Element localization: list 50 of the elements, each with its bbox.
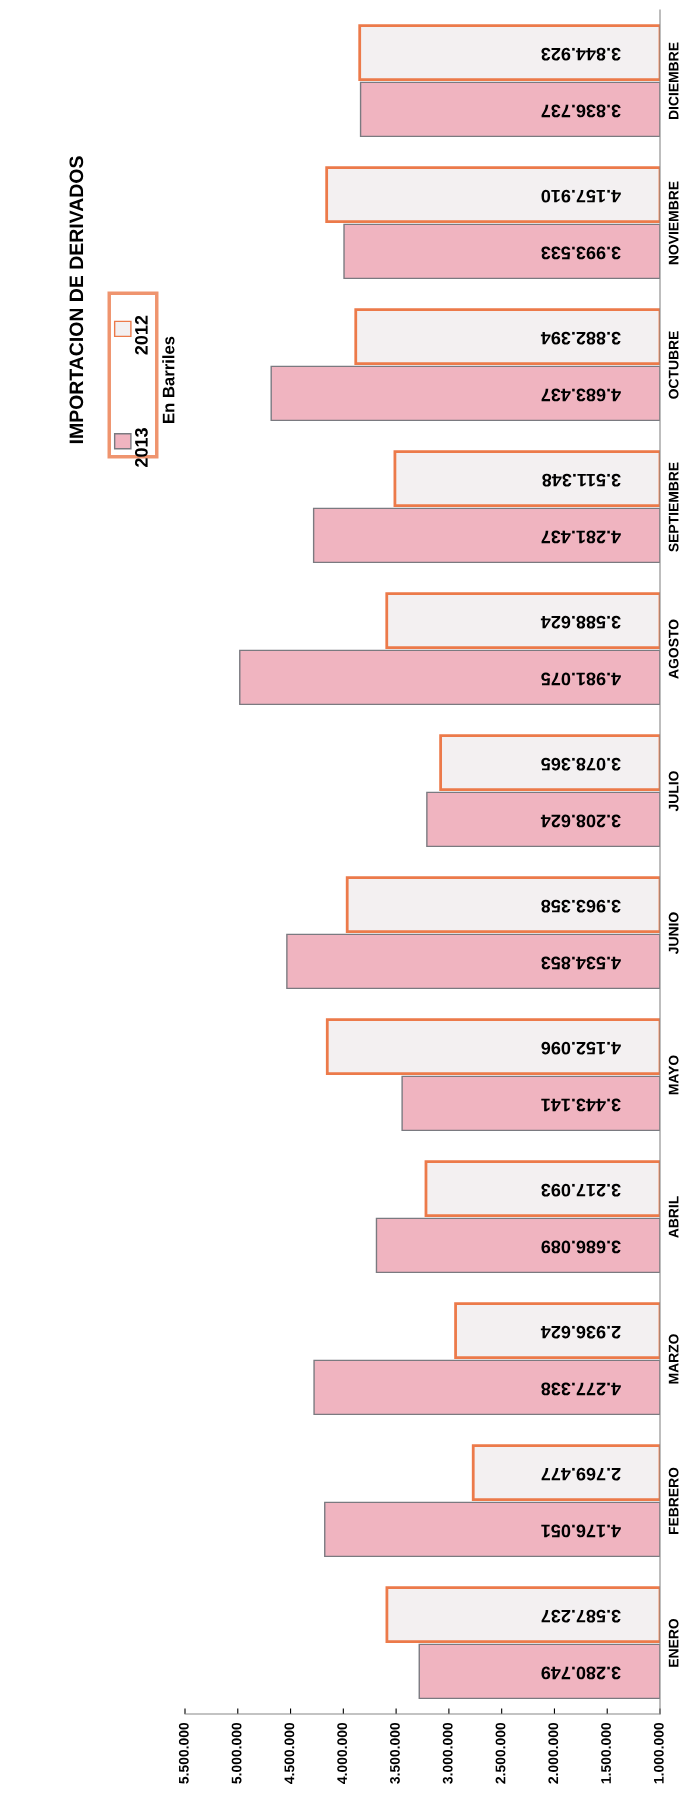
x-tick-label: 3.000.000	[442, 1722, 453, 1784]
x-tick-label: 4.500.000	[284, 1722, 295, 1784]
y-tick-label: OCTUBRE	[668, 331, 679, 399]
data-label: 3.280.749	[541, 1666, 621, 1680]
y-tick-label: ABRIL	[668, 1196, 679, 1238]
y-tick-label: MAYO	[668, 1055, 679, 1095]
y-tick-label: JULIO	[668, 771, 679, 812]
data-label: 4.534.853	[541, 956, 621, 970]
x-tick-label: 4.000.000	[337, 1722, 348, 1784]
data-label: 4.981.075	[541, 672, 621, 686]
text: En Barriles	[162, 336, 175, 423]
x-tick-label: 1.000.000	[653, 1722, 664, 1784]
data-label: 3.078.365	[541, 757, 621, 771]
data-label: 4.277.338	[541, 1382, 621, 1396]
data-label: 3.587.237	[541, 1609, 621, 1623]
x-tick-label: 5.000.000	[231, 1722, 242, 1784]
data-label: 4.152.096	[541, 1041, 621, 1055]
data-label: 3.963.358	[541, 899, 621, 913]
data-label: 3.208.624	[540, 814, 621, 828]
data-label: 3.443.141	[541, 1098, 621, 1112]
x-tick-label: 3.500.000	[390, 1722, 400, 1784]
y-tick-label: DICIEMBRE	[668, 42, 679, 120]
y-tick-label: NOVIEMBRE	[668, 181, 679, 265]
x-tick-label: 1.500.000	[601, 1722, 611, 1784]
data-label: 3.511.348	[542, 473, 621, 487]
y-tick-label: ENERO	[668, 1618, 679, 1667]
data-label: 3.217.093	[541, 1183, 621, 1197]
data-label: 3.686.089	[541, 1240, 621, 1254]
y-tick-label: MARZO	[668, 1334, 679, 1384]
x-tick-label: 2.000.000	[548, 1722, 559, 1784]
x-tick-label: 2.500.000	[495, 1722, 506, 1784]
data-label: 4.683.437	[541, 388, 621, 402]
data-label: 2.936.624	[540, 1325, 621, 1339]
y-tick-label: FEBRERO	[668, 1467, 679, 1535]
legend-label: 2013	[134, 428, 148, 467]
x-tick-label: 5.500.000	[178, 1722, 189, 1784]
y-tick-label: JUNIO	[668, 912, 679, 955]
data-label: 3.588.624	[540, 615, 621, 629]
data-label: 3.993.533	[541, 246, 621, 260]
y-tick-label: AGOSTO	[668, 619, 679, 679]
data-label: 3.836.737	[541, 104, 621, 118]
data-label: 2.769.477	[541, 1467, 621, 1481]
data-label: 4.281.437	[541, 530, 621, 544]
data-label: 4.157.910	[541, 189, 621, 203]
y-tick-label: SEPTIEMBRE	[668, 462, 679, 552]
data-label: 3.844.923	[541, 47, 621, 61]
text: IMPORTACION DE DERIVADOS	[69, 156, 84, 444]
legend-label: 2012	[134, 315, 148, 355]
data-label: 3.882.394	[540, 331, 621, 345]
data-label: 4.176.051	[541, 1524, 621, 1538]
